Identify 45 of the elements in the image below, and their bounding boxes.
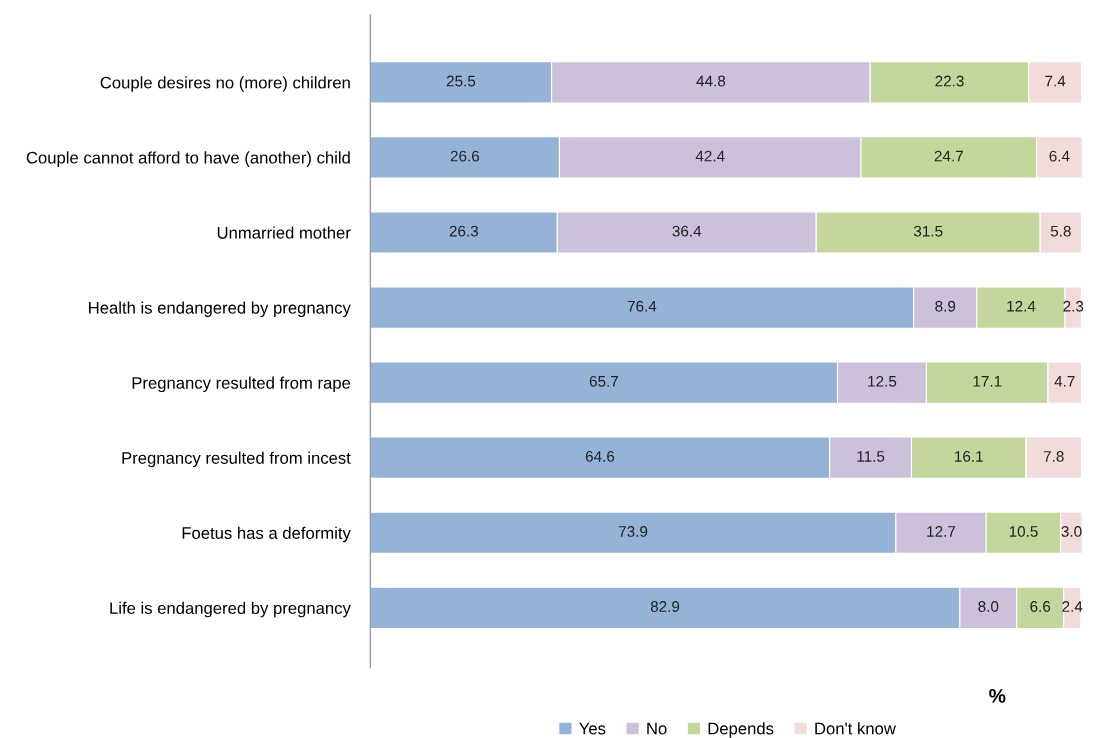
data-label: 12.4 [1007,300,1036,312]
y-tick-label: Health is endangered by pregnancy [89,301,351,318]
data-label: 26.3 [449,225,478,237]
data-label: 8.9 [935,300,956,312]
data-label: 76.4 [627,300,657,312]
y-tick-label: Pregnancy resulted from rape [132,376,351,393]
y-tick-label: Life is endangered by pregnancy [110,601,351,618]
data-label: 12.7 [927,526,956,537]
legend-label: Don't know [815,722,896,735]
data-label: 64.6 [585,450,615,462]
legend-label: Yes [579,722,606,735]
data-label: 2.4 [1062,601,1083,612]
legend-label: Depends [708,722,774,738]
data-label: 82.9 [650,601,680,612]
data-label: 16.1 [955,450,983,462]
data-label: 24.7 [934,150,963,162]
y-tick-label: Couple cannot afford to have (another) child [26,151,350,167]
data-label: 6.6 [1030,601,1051,612]
y-tick-label: Pregnancy resulted from incest [122,451,351,468]
legend-label: No [647,722,667,735]
data-label: 73.9 [618,526,648,537]
x-axis-title: % [989,689,1006,703]
data-label: 3.0 [1061,526,1082,537]
data-label: 12.5 [868,375,897,387]
data-label: 31.5 [913,225,943,237]
data-label: 4.7 [1054,376,1075,387]
data-label: 7.4 [1045,75,1066,87]
data-label: 17.1 [973,376,1002,387]
y-tick-label: Foetus has a deformity [182,526,351,543]
data-label: 42.4 [695,150,725,162]
data-label: 11.5 [857,451,885,462]
data-label: 65.7 [589,375,618,387]
data-label: 26.6 [450,150,480,162]
data-label: 22.3 [935,75,964,87]
data-label: 10.5 [1009,526,1038,537]
y-tick-label: Unmarried mother [217,226,351,239]
data-label: 8.0 [978,601,999,612]
data-label: 6.4 [1049,150,1070,162]
data-label: 36.4 [672,225,702,237]
y-tick-label: Couple desires no (more) children [100,76,350,92]
data-label: 5.8 [1050,225,1071,237]
data-label: 7.8 [1043,450,1064,462]
data-label: 2.3 [1063,300,1084,312]
data-label: 44.8 [696,75,726,87]
data-label: 25.5 [446,75,476,87]
